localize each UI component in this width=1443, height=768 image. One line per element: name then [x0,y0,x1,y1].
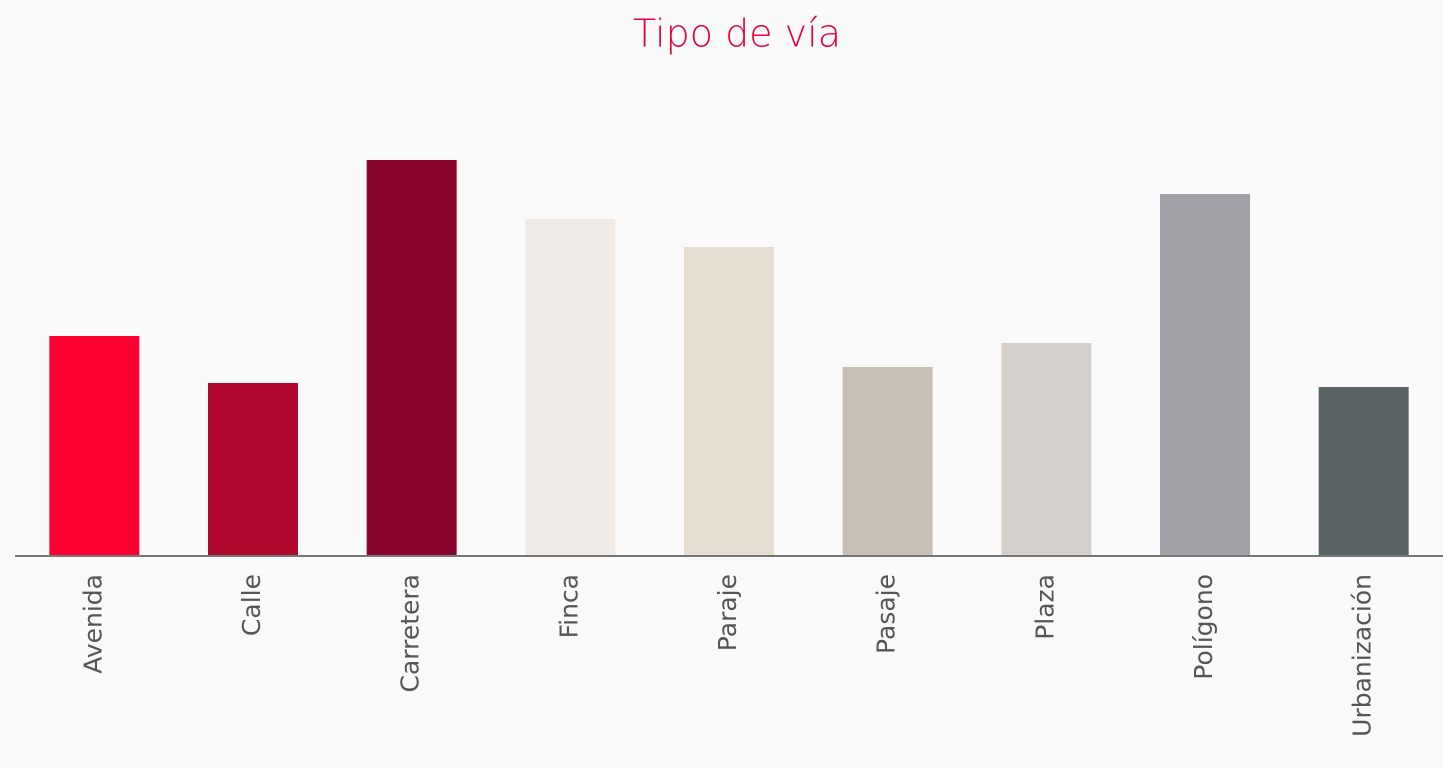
x-tick-label: Avenida [78,574,107,674]
bar [525,219,616,556]
bar [208,383,298,556]
x-tick-label: Urbanización [1348,574,1377,737]
x-tick-label: Polígono [1189,574,1218,680]
bar [1318,387,1409,556]
bar [1160,194,1250,556]
x-tick-label: Plaza [1030,574,1059,640]
x-tick-label: Carretera [396,574,425,693]
x-tick-label: Paraje [713,574,742,651]
x-tick-label: Pasaje [872,574,901,654]
bar [366,160,457,556]
x-tick-label: Finca [554,574,583,638]
x-tick-label: Calle [237,574,266,636]
chart-title: Tipo de vía [633,12,841,56]
bar [49,336,140,556]
bar [1001,343,1092,556]
bar [684,247,774,556]
bar [842,367,933,556]
